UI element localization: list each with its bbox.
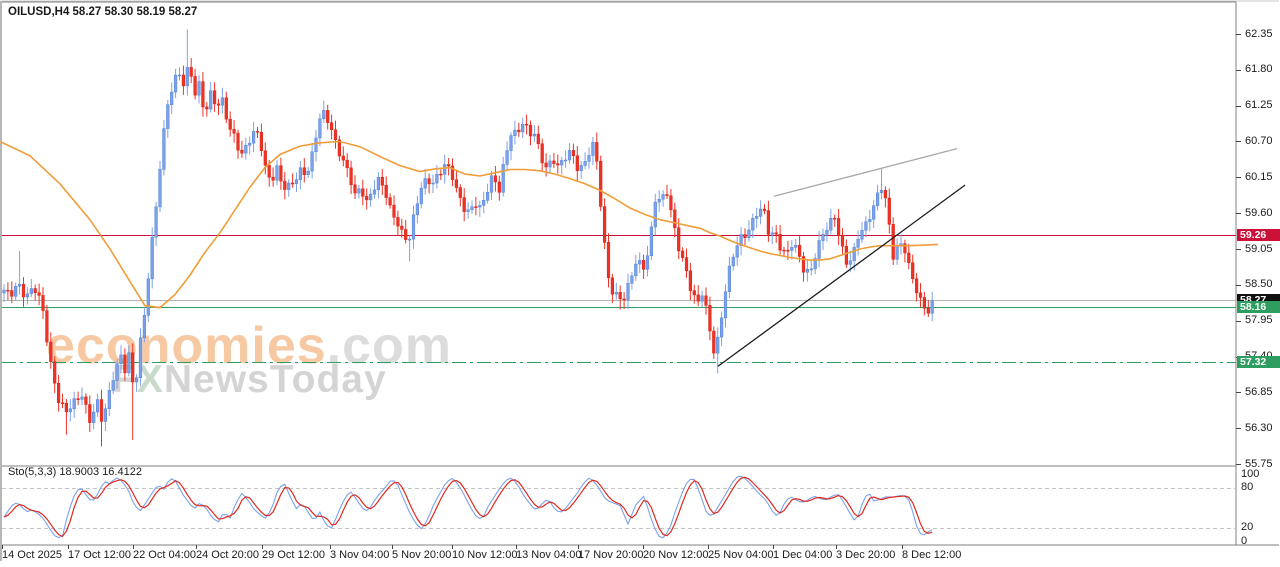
- price-tick-label: 61.25: [1245, 99, 1273, 112]
- price-tick-label: 55.75: [1245, 457, 1273, 470]
- stochastic-d-line: [3, 476, 933, 538]
- price-badge: 57.32: [1237, 355, 1280, 368]
- time-tick-label: 1 Dec 04:00: [773, 549, 833, 561]
- chart-title: OILUSD,H4 58.27 58.30 58.19 58.27: [8, 6, 198, 18]
- time-tick-label: 29 Oct 12:00: [262, 549, 325, 561]
- time-tick-label: 5 Nov 20:00: [392, 549, 452, 561]
- price-tick-label: 58.50: [1245, 278, 1273, 291]
- newstoday-text: NewsToday: [163, 358, 387, 401]
- time-tick-label: 3 Dec 20:00: [836, 549, 896, 561]
- brand-suffix-text: .com: [326, 317, 453, 375]
- price-tick-label: 59.60: [1245, 206, 1273, 219]
- price-tick-label: 59.05: [1245, 242, 1273, 255]
- time-tick-label: 20 Nov 12:00: [643, 549, 709, 561]
- stochastic-label: Sto(5,3,3) 18.9003 16.4122: [8, 466, 142, 478]
- time-axis-ticks: [2, 545, 903, 549]
- price-tick-label: 61.80: [1245, 63, 1273, 76]
- time-tick-label: 14 Oct 2025: [2, 549, 62, 561]
- price-badge: 58.16: [1237, 300, 1280, 313]
- price-tick-label: 57.95: [1245, 314, 1273, 327]
- stochastic-panel: [2, 475, 1236, 539]
- brand-text: economies: [46, 317, 327, 375]
- stochastic-tick-label: 80: [1241, 481, 1254, 494]
- fxnewstoday-logo: FXNewsToday: [112, 358, 387, 402]
- economies-logo: economies.com: [46, 316, 452, 376]
- time-tick-label: 22 Oct 04:00: [133, 549, 196, 561]
- price-tick-label: 56.30: [1245, 421, 1273, 434]
- time-tick-label: 24 Oct 20:00: [196, 549, 259, 561]
- price-tick-label: 56.85: [1245, 385, 1273, 398]
- candlesticks-layer: [2, 29, 934, 447]
- stochastic-tick-label: 100: [1241, 468, 1260, 481]
- time-tick-label: 8 Dec 12:00: [902, 549, 962, 561]
- time-tick-label: 25 Nov 04:00: [708, 549, 774, 561]
- price-badge: 59.26: [1237, 229, 1280, 242]
- time-tick-label: 10 Nov 12:00: [452, 549, 518, 561]
- price-tick-label: 60.15: [1245, 170, 1273, 183]
- stochastic-tick-label: 0: [1241, 534, 1248, 547]
- horizontal-levels-layer: [2, 235, 1236, 363]
- time-tick-label: 17 Nov 20:00: [578, 549, 644, 561]
- time-tick-label: 13 Nov 04:00: [516, 549, 582, 561]
- price-axis-ticks: [1236, 34, 1241, 465]
- trendlines-layer: [717, 148, 966, 367]
- moving-average-line: [0, 140, 939, 309]
- price-tick-label: 62.35: [1245, 27, 1273, 40]
- stochastic-k-line: [3, 475, 933, 539]
- time-tick-label: 17 Oct 12:00: [68, 549, 131, 561]
- time-tick-label: 3 Nov 04:00: [330, 549, 390, 561]
- stochastic-tick-label: 20: [1241, 521, 1254, 534]
- price-tick-label: 60.70: [1245, 135, 1273, 147]
